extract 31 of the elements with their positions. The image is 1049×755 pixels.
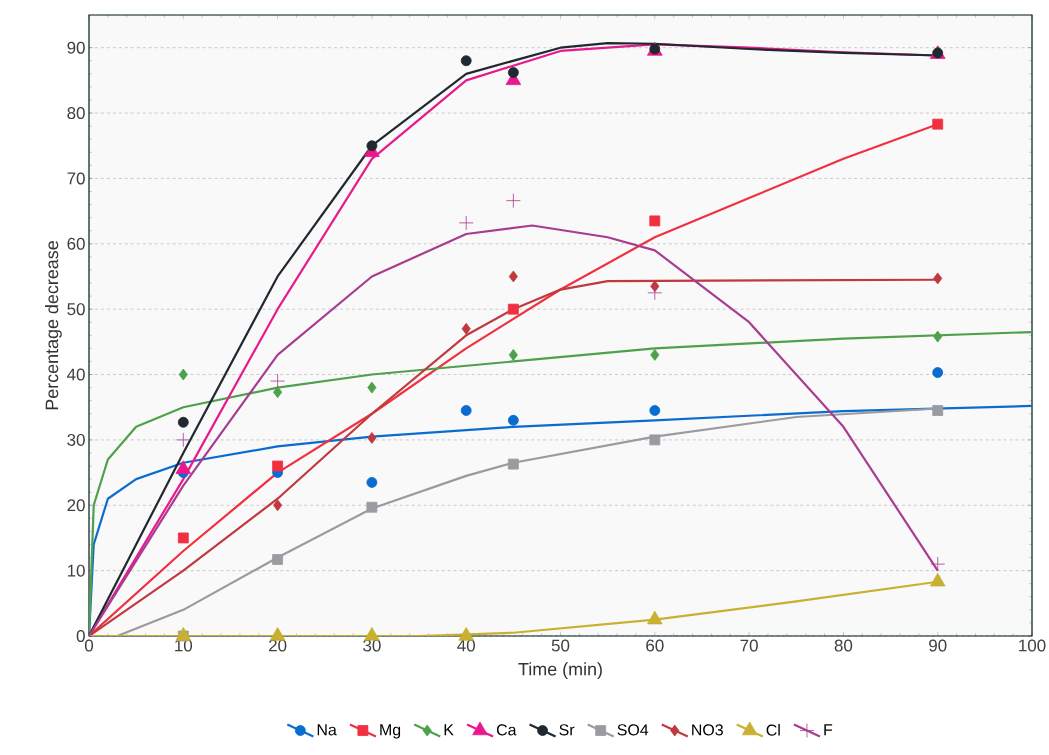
legend-label: NO3 (692, 724, 723, 736)
legend-label: Sr (559, 724, 575, 736)
x-tick-label: 40 (457, 639, 475, 652)
x-axis-title: Time (min) (518, 662, 602, 680)
y-tick-label: 20 (67, 499, 85, 512)
legend-label: Mg (380, 724, 401, 739)
y-axis-title: Percentage decrease (45, 241, 62, 410)
y-tick-label: 0 (76, 630, 85, 642)
x-tick-label: 90 (929, 639, 947, 652)
legend-label: Ca (496, 724, 517, 736)
x-tick-label: 20 (269, 639, 287, 652)
legend-label: F (824, 724, 833, 736)
y-tick-label: 10 (67, 564, 85, 577)
x-tick-label: 100 (1019, 639, 1046, 652)
y-tick-label: 90 (67, 41, 85, 54)
y-tick-label: 40 (67, 368, 85, 381)
y-tick-label: 30 (67, 433, 85, 446)
x-tick-label: 60 (646, 639, 664, 652)
x-tick-label: 0 (84, 639, 94, 652)
x-tick-label: 80 (834, 639, 853, 652)
y-tick-label: 70 (67, 172, 85, 185)
y-tick-label: 80 (67, 107, 85, 120)
legend-label: K (444, 724, 454, 736)
legend-label: Na (317, 724, 337, 736)
legend-label: Cl (766, 724, 780, 736)
x-tick-label: 70 (740, 639, 758, 652)
y-tick-label: 60 (67, 237, 85, 250)
legend-label: SO4 (617, 724, 649, 736)
x-tick-label: 50 (551, 639, 570, 652)
y-tick-label: 50 (67, 303, 85, 316)
x-tick-label: 30 (363, 639, 381, 652)
